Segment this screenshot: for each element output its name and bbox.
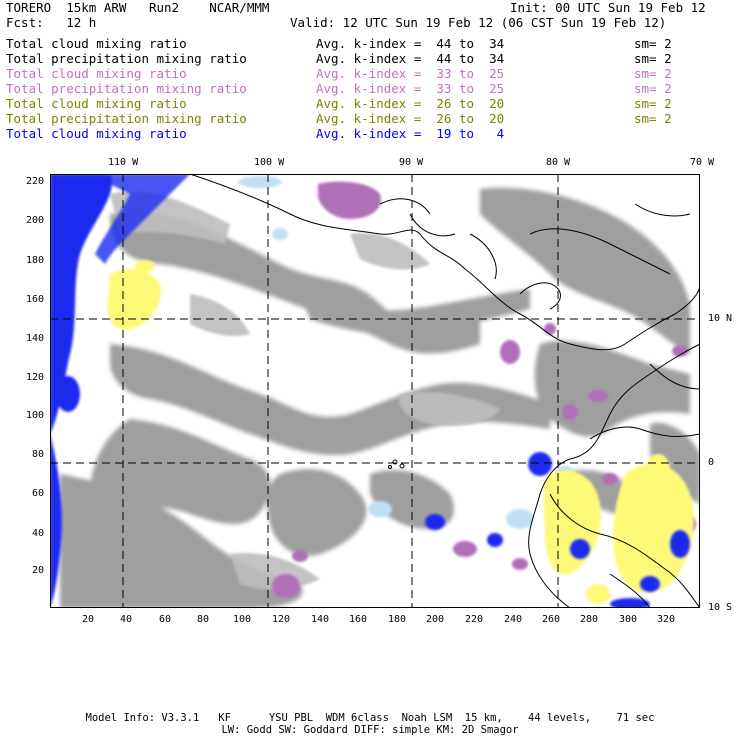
x-tick-20: 20 — [82, 614, 95, 625]
lon-label-110w: 110 W — [108, 157, 139, 168]
x-tick-220: 220 — [465, 614, 484, 625]
cloud-field-gray — [60, 187, 700, 608]
model-info-line1: Model Info: V3.3.1 KF YSU PBL WDM 6class… — [85, 712, 655, 724]
field-4-range: Avg. k-index = 33 to 25 — [316, 81, 505, 96]
field-4-sm: sm= 2 — [634, 81, 672, 96]
field-3-range: Avg. k-index = 33 to 25 — [316, 66, 505, 81]
coastlines — [189, 174, 700, 608]
x-tick-40: 40 — [120, 614, 133, 625]
lon-label-70w: 70 W — [690, 157, 715, 168]
x-tick-120: 120 — [272, 614, 291, 625]
x-tick-160: 160 — [349, 614, 368, 625]
y-tick-40: 40 — [31, 528, 44, 539]
field-3-sm: sm= 2 — [634, 66, 672, 81]
y-tick-60: 60 — [31, 488, 44, 499]
valid-time: Valid: 12 UTC Sun 19 Feb 12 (06 CST Sun … — [290, 15, 667, 30]
x-tick-260: 260 — [542, 614, 561, 625]
field-1-range: Avg. k-index = 44 to 34 — [316, 36, 505, 51]
field-1-name: Total cloud mixing ratio — [6, 36, 187, 51]
x-tick-240: 240 — [504, 614, 523, 625]
field-4-name: Total precipitation mixing ratio — [6, 81, 247, 96]
lat-lon-grid — [50, 174, 700, 608]
lat-label-10n: 10 N — [708, 313, 733, 324]
y-tick-20: 20 — [31, 565, 44, 576]
field-5-name: Total cloud mixing ratio — [6, 96, 187, 111]
field-6-range: Avg. k-index = 26 to 20 — [316, 111, 505, 126]
map-panel — [50, 174, 700, 608]
x-tick-60: 60 — [159, 614, 172, 625]
field-2-sm: sm= 2 — [634, 51, 672, 66]
y-tick-200: 200 — [25, 215, 44, 226]
model-title: TORERO 15km ARW Run2 NCAR/MMM — [6, 0, 270, 15]
field-5-range: Avg. k-index = 26 to 20 — [316, 96, 505, 111]
lon-label-90w: 90 W — [399, 157, 424, 168]
field-7-range: Avg. k-index = 19 to 4 — [316, 126, 505, 141]
x-tick-80: 80 — [197, 614, 210, 625]
x-tick-320: 320 — [657, 614, 676, 625]
field-6-name: Total precipitation mixing ratio — [6, 111, 247, 126]
x-tick-180: 180 — [388, 614, 407, 625]
y-tick-160: 160 — [25, 294, 44, 305]
map-frame — [50, 174, 700, 608]
cloud-field-blue — [50, 174, 690, 608]
lon-label-80w: 80 W — [546, 157, 571, 168]
x-tick-100: 100 — [233, 614, 252, 625]
field-7-name: Total cloud mixing ratio — [6, 126, 187, 141]
field-2-range: Avg. k-index = 44 to 34 — [316, 51, 505, 66]
x-tick-140: 140 — [311, 614, 330, 625]
x-tick-280: 280 — [580, 614, 599, 625]
lon-label-100w: 100 W — [254, 157, 285, 168]
lat-label-10s: 10 S — [708, 602, 733, 613]
cloud-field-lightblue — [238, 176, 575, 529]
field-3-name: Total cloud mixing ratio — [6, 66, 187, 81]
y-tick-220: 220 — [25, 176, 44, 187]
y-tick-80: 80 — [31, 449, 44, 460]
field-5-sm: sm= 2 — [634, 96, 672, 111]
field-1-sm: sm= 2 — [634, 36, 672, 51]
y-tick-140: 140 — [25, 333, 44, 344]
y-tick-100: 100 — [25, 410, 44, 421]
model-info-line2: LW: Godd SW: Goddard DIFF: simple KM: 2D… — [221, 724, 519, 736]
forecast-hour: Fcst: 12 h — [6, 15, 97, 30]
lat-label-0: 0 — [708, 457, 715, 468]
y-tick-120: 120 — [25, 372, 44, 383]
field-2-name: Total precipitation mixing ratio — [6, 51, 247, 66]
init-time: Init: 00 UTC Sun 19 Feb 12 — [510, 0, 706, 15]
field-6-sm: sm= 2 — [634, 111, 672, 126]
y-tick-180: 180 — [25, 255, 44, 266]
x-tick-300: 300 — [619, 614, 638, 625]
x-tick-200: 200 — [426, 614, 445, 625]
